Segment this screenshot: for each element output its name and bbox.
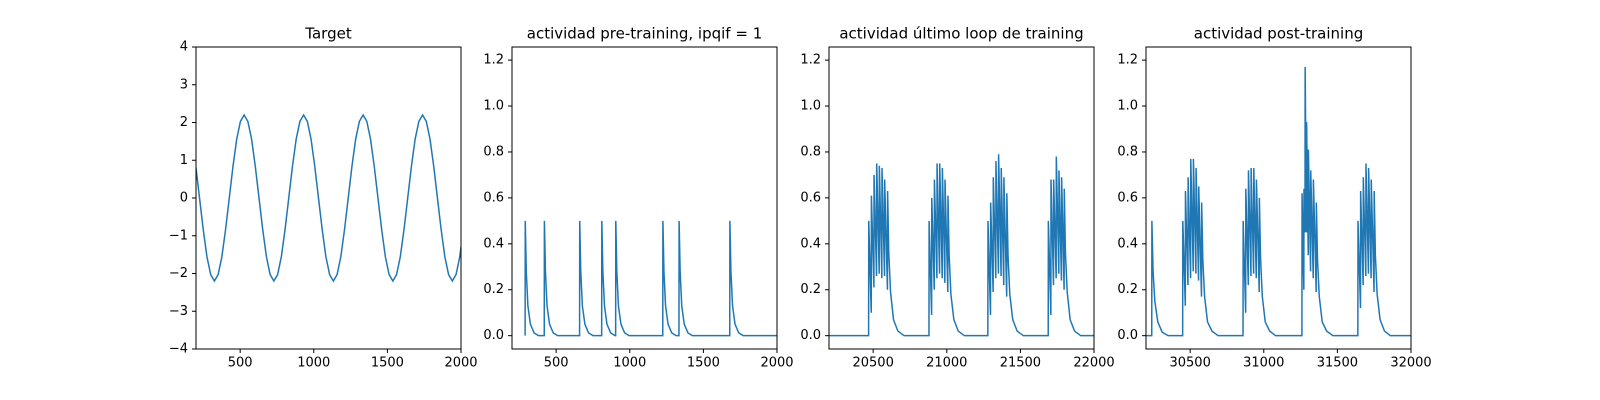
- y-tick-label: −1: [169, 228, 188, 243]
- subplot: Target −4 −3 −2 −1 0 1 2 3 4 500 1000 1500 2000: [169, 25, 478, 371]
- x-tick-label: 31000: [1243, 356, 1284, 371]
- y-tick-label: 1.0: [1117, 99, 1138, 114]
- subplot: actividad post-training 0.0 0.2 0.4 0.6 0.8 1.…: [1117, 25, 1431, 371]
- data-line: [829, 154, 1094, 337]
- x-tick-label: 31500: [1317, 356, 1358, 371]
- y-tick-label: 0.2: [483, 282, 504, 297]
- y-tick-label: 0.6: [800, 190, 821, 205]
- y-tick-label: 2: [180, 115, 188, 130]
- y-tick-label: 0.0: [483, 328, 504, 343]
- x-tick-label: 500: [544, 356, 569, 371]
- y-tick-label: 0.4: [483, 236, 504, 251]
- y-tick-label: 0.4: [1117, 236, 1138, 251]
- y-tick-label: 0.6: [483, 190, 504, 205]
- y-tick-label: 4: [180, 40, 188, 55]
- y-tick-label: 1: [180, 153, 188, 168]
- y-tick-label: 0: [180, 191, 188, 206]
- axes-frame: [1145, 46, 1412, 350]
- x-tick-label: 1500: [687, 356, 720, 371]
- y-tick-label: 0.8: [1117, 144, 1138, 159]
- x-tick-label: 1000: [297, 356, 330, 371]
- subplot-title: actividad post-training: [1194, 25, 1363, 43]
- x-tick-label: 20500: [852, 356, 893, 371]
- y-tick-label: 0.2: [1117, 282, 1138, 297]
- subplot: actividad último loop de training 0.0 0.2 0…: [800, 25, 1114, 371]
- y-tick-label: −3: [169, 304, 188, 319]
- x-tick-label: 2000: [444, 356, 477, 371]
- axes-frame: [828, 46, 1095, 350]
- y-tick-label: −4: [169, 342, 188, 357]
- x-tick-label: 21000: [926, 356, 967, 371]
- y-tick-label: 0.4: [800, 236, 821, 251]
- x-tick-label: 21500: [1000, 356, 1041, 371]
- y-tick-label: 1.0: [800, 99, 821, 114]
- y-tick-label: −2: [169, 266, 188, 281]
- y-tick-label: 0.6: [1117, 190, 1138, 205]
- y-tick-label: 1.2: [800, 53, 821, 68]
- y-tick-label: 1.2: [1117, 53, 1138, 68]
- data-line: [196, 113, 461, 283]
- y-tick-label: 0.0: [1117, 328, 1138, 343]
- x-tick-label: 30500: [1169, 356, 1210, 371]
- y-tick-label: 0.0: [800, 328, 821, 343]
- subplot: actividad pre-training, ipqif = 1 0.0 0.2 0…: [483, 25, 793, 371]
- x-tick-label: 22000: [1073, 356, 1114, 371]
- axes-frame: [511, 46, 778, 350]
- subplot-title: Target: [304, 25, 352, 43]
- axes-frame: [195, 46, 462, 350]
- x-tick-label: 2000: [760, 356, 793, 371]
- x-tick-label: 32000: [1390, 356, 1431, 371]
- data-line: [524, 220, 777, 337]
- subplot-title: actividad pre-training, ipqif = 1: [527, 25, 763, 43]
- y-tick-label: 1.0: [483, 99, 504, 114]
- x-tick-label: 1500: [371, 356, 404, 371]
- data-line: [1146, 66, 1411, 337]
- y-tick-label: 0.2: [800, 282, 821, 297]
- y-tick-label: 0.8: [483, 144, 504, 159]
- y-tick-label: 1.2: [483, 53, 504, 68]
- y-tick-label: 3: [180, 77, 188, 92]
- x-tick-label: 500: [228, 356, 253, 371]
- subplot-title: actividad último loop de training: [839, 25, 1083, 43]
- x-tick-label: 1000: [613, 356, 646, 371]
- y-tick-label: 0.8: [800, 144, 821, 159]
